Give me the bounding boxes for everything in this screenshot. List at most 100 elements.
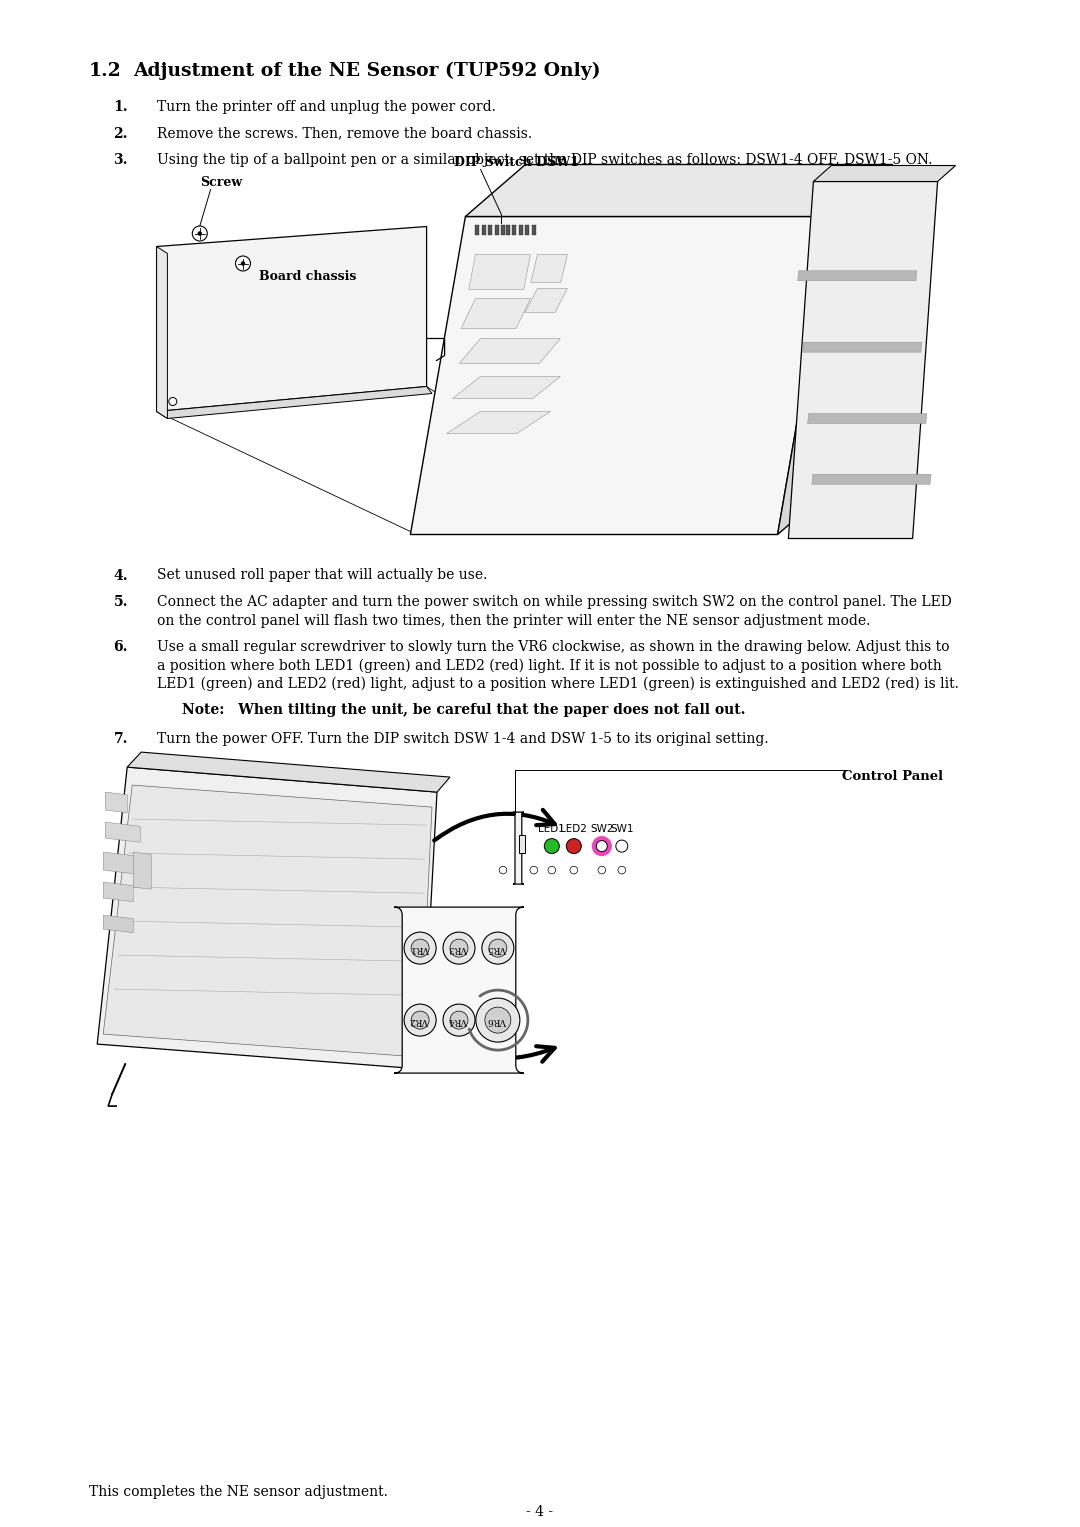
Circle shape bbox=[570, 866, 578, 873]
Circle shape bbox=[450, 1011, 468, 1029]
Bar bbox=[501, 224, 505, 235]
Polygon shape bbox=[469, 255, 530, 290]
Circle shape bbox=[411, 1011, 429, 1029]
Circle shape bbox=[598, 866, 606, 873]
Polygon shape bbox=[157, 246, 167, 418]
Bar bbox=[482, 224, 486, 235]
Text: VR2: VR2 bbox=[410, 1015, 430, 1025]
Circle shape bbox=[566, 838, 581, 854]
Circle shape bbox=[476, 999, 519, 1041]
Circle shape bbox=[443, 1005, 475, 1037]
Polygon shape bbox=[453, 377, 561, 399]
Polygon shape bbox=[105, 822, 140, 843]
Text: 4.: 4. bbox=[113, 568, 129, 582]
Text: VR6: VR6 bbox=[488, 1015, 508, 1025]
Polygon shape bbox=[461, 298, 530, 328]
Polygon shape bbox=[813, 165, 956, 182]
Polygon shape bbox=[531, 255, 567, 282]
Text: 2.: 2. bbox=[113, 127, 127, 140]
Text: VR1: VR1 bbox=[410, 944, 430, 953]
Text: on the control panel will flash two times, then the printer will enter the NE se: on the control panel will flash two time… bbox=[157, 614, 870, 628]
Bar bbox=[488, 224, 492, 235]
Text: LED2: LED2 bbox=[561, 825, 588, 834]
Polygon shape bbox=[157, 386, 432, 418]
Text: This completes the NE sensor adjustment.: This completes the NE sensor adjustment. bbox=[89, 1484, 388, 1500]
Circle shape bbox=[198, 232, 202, 235]
Text: Screw: Screw bbox=[200, 177, 242, 189]
FancyBboxPatch shape bbox=[394, 907, 524, 1073]
Text: VR3: VR3 bbox=[449, 944, 469, 953]
Polygon shape bbox=[410, 217, 833, 534]
Text: Control Panel: Control Panel bbox=[842, 770, 944, 783]
Circle shape bbox=[450, 939, 468, 957]
Text: Using the tip of a ballpoint pen or a similar object, set the DIP switches as fo: Using the tip of a ballpoint pen or a si… bbox=[157, 153, 932, 166]
Text: Turn the printer off and unplug the power cord.: Turn the printer off and unplug the powe… bbox=[157, 99, 496, 115]
Text: 6.: 6. bbox=[113, 640, 127, 654]
Text: Use a small regular screwdriver to slowly turn the VR6 clockwise, as shown in th: Use a small regular screwdriver to slowl… bbox=[157, 640, 949, 654]
Circle shape bbox=[168, 397, 177, 406]
Circle shape bbox=[404, 1005, 436, 1037]
Bar bbox=[525, 224, 529, 235]
Text: LED1 (green) and LED2 (red) light, adjust to a position where LED1 (green) is ex: LED1 (green) and LED2 (red) light, adjus… bbox=[157, 676, 958, 692]
Text: Set unused roll paper that will actually be use.: Set unused roll paper that will actually… bbox=[157, 568, 487, 582]
Text: Note: When tilting the unit, be careful that the paper does not fall out.: Note: When tilting the unit, be careful … bbox=[181, 704, 745, 718]
Text: 1.2: 1.2 bbox=[89, 63, 121, 79]
Polygon shape bbox=[525, 289, 567, 313]
FancyBboxPatch shape bbox=[513, 812, 524, 884]
Text: - 4 -: - 4 - bbox=[526, 1506, 554, 1519]
Polygon shape bbox=[127, 753, 450, 793]
Polygon shape bbox=[459, 339, 561, 363]
Bar bbox=[505, 224, 510, 235]
Circle shape bbox=[593, 837, 611, 855]
Polygon shape bbox=[105, 793, 127, 812]
Text: LED1: LED1 bbox=[538, 825, 565, 834]
Circle shape bbox=[192, 226, 207, 241]
Circle shape bbox=[618, 866, 625, 873]
Circle shape bbox=[482, 931, 514, 964]
Polygon shape bbox=[104, 785, 432, 1057]
Polygon shape bbox=[778, 165, 892, 534]
Polygon shape bbox=[465, 165, 892, 217]
Circle shape bbox=[443, 931, 475, 964]
Polygon shape bbox=[812, 475, 931, 484]
Bar bbox=[518, 835, 525, 852]
Text: SW2: SW2 bbox=[590, 825, 613, 834]
Text: a position where both LED1 (green) and LED2 (red) light. If it is not possible t: a position where both LED1 (green) and L… bbox=[157, 658, 942, 673]
Text: Adjustment of the NE Sensor (TUP592 Only): Adjustment of the NE Sensor (TUP592 Only… bbox=[134, 63, 602, 81]
Bar bbox=[512, 224, 516, 235]
Circle shape bbox=[596, 840, 607, 852]
Polygon shape bbox=[104, 883, 133, 902]
Bar bbox=[475, 224, 480, 235]
Circle shape bbox=[530, 866, 538, 873]
Text: Board chassis: Board chassis bbox=[259, 269, 356, 282]
Polygon shape bbox=[97, 767, 437, 1069]
Polygon shape bbox=[104, 915, 133, 933]
Circle shape bbox=[485, 1008, 511, 1034]
Text: DIP Switch DSW1: DIP Switch DSW1 bbox=[454, 156, 579, 169]
Circle shape bbox=[544, 838, 559, 854]
Text: VR5: VR5 bbox=[488, 944, 508, 953]
Circle shape bbox=[241, 261, 245, 266]
Circle shape bbox=[616, 840, 627, 852]
Circle shape bbox=[489, 939, 507, 957]
Text: 5.: 5. bbox=[113, 596, 127, 609]
Text: SW1: SW1 bbox=[610, 825, 634, 834]
Polygon shape bbox=[802, 342, 922, 353]
Bar bbox=[518, 224, 523, 235]
Polygon shape bbox=[157, 226, 427, 411]
Text: Connect the AC adapter and turn the power switch on while pressing switch SW2 on: Connect the AC adapter and turn the powe… bbox=[157, 596, 951, 609]
Polygon shape bbox=[447, 411, 551, 434]
Text: 1.: 1. bbox=[113, 99, 129, 115]
Circle shape bbox=[404, 931, 436, 964]
Polygon shape bbox=[104, 852, 133, 873]
Text: 3.: 3. bbox=[113, 153, 127, 166]
Polygon shape bbox=[808, 414, 927, 423]
Polygon shape bbox=[133, 852, 151, 889]
Circle shape bbox=[548, 866, 555, 873]
Text: Turn the power OFF. Turn the DIP switch DSW 1-4 and DSW 1-5 to its original sett: Turn the power OFF. Turn the DIP switch … bbox=[157, 731, 768, 745]
Text: 7.: 7. bbox=[113, 731, 127, 745]
Circle shape bbox=[235, 257, 251, 270]
Polygon shape bbox=[788, 182, 937, 539]
Bar bbox=[495, 224, 499, 235]
Bar bbox=[531, 224, 536, 235]
